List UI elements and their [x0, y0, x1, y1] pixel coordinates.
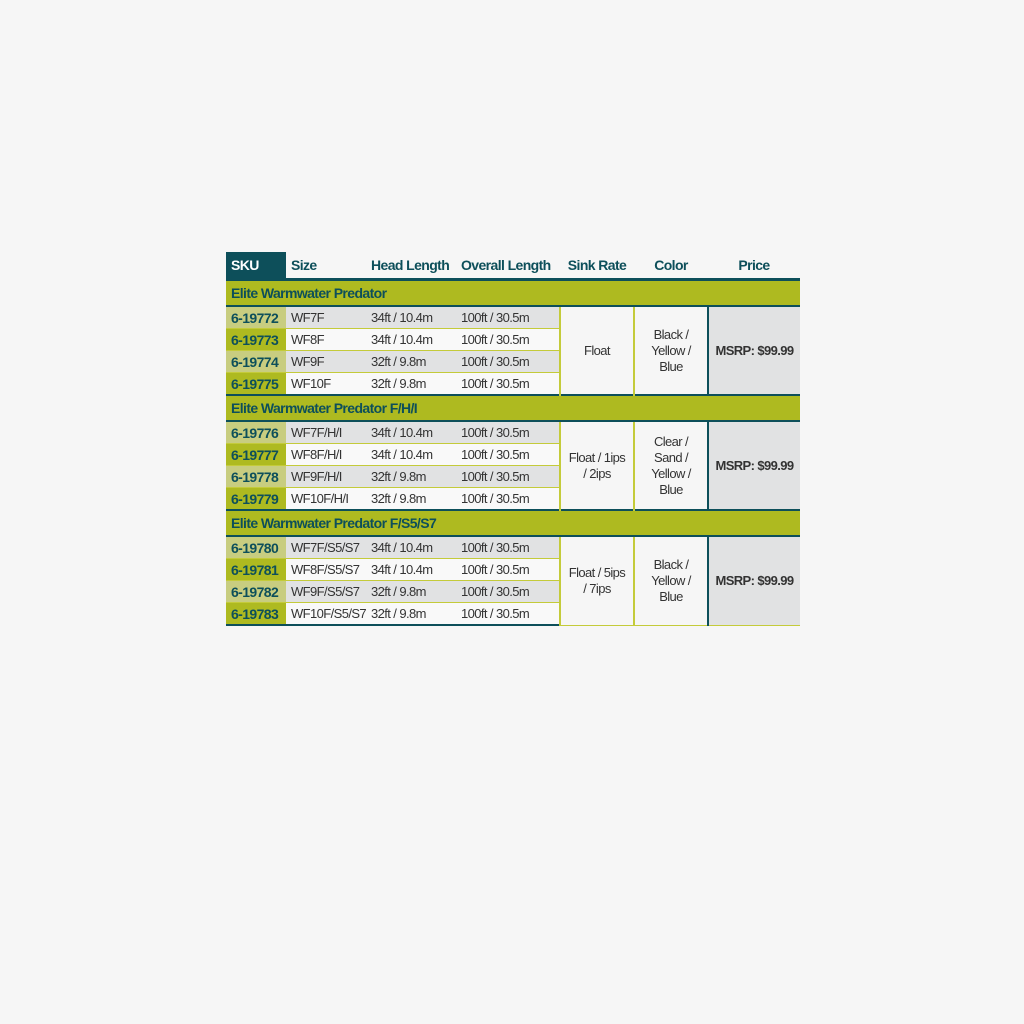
overall-length-cell: 100ft / 30.5m — [456, 487, 560, 511]
head-length-cell: 34ft / 10.4m — [366, 536, 456, 559]
table-row: 6-19778 WF9F/H/I 32ft / 9.8m 100ft / 30.5m — [226, 465, 800, 488]
overall-length-cell: 100ft / 30.5m — [456, 465, 560, 488]
overall-length-cell: 100ft / 30.5m — [456, 558, 560, 581]
header-sku: SKU — [226, 252, 286, 281]
group-title: Elite Warmwater Predator — [226, 278, 800, 307]
head-length-cell: 32ft / 9.8m — [366, 602, 456, 626]
table-row: 6-19780 WF7F/S5/S7 34ft / 10.4m 100ft / 30.… — [226, 536, 800, 626]
size-cell: WF9F/S5/S7 — [286, 580, 366, 603]
header-sink-rate: Sink Rate — [560, 252, 634, 281]
size-cell: WF10F/H/I — [286, 487, 366, 511]
table-row: 6-19773 WF8F 34ft / 10.4m 100ft / 30.5m — [226, 328, 800, 351]
table-row: 6-19776 WF7F/H/I 34ft / 10.4m 100ft / 30.5m… — [226, 421, 800, 511]
overall-length-cell: 100ft / 30.5m — [456, 328, 560, 351]
sink-rate-cell: Float / 5ips / 7ips — [559, 536, 634, 626]
sku-cell: 6-19772 — [226, 306, 286, 329]
table-row: 6-19781 WF8F/S5/S7 34ft / 10.4m 100ft / 30.… — [226, 558, 800, 581]
header-size: Size — [286, 252, 366, 281]
sku-cell: 6-19782 — [226, 580, 286, 603]
table-row: 6-19783 WF10F/S5/S7 32ft / 9.8m 100ft / 30.… — [226, 602, 800, 626]
sku-cell: 6-19775 — [226, 372, 286, 396]
size-cell: WF9F — [286, 350, 366, 373]
color-cell: Black / Yellow / Blue — [633, 306, 708, 396]
overall-length-cell: 100ft / 30.5m — [456, 306, 560, 329]
overall-length-cell: 100ft / 30.5m — [456, 372, 560, 396]
head-length-cell: 32ft / 9.8m — [366, 580, 456, 603]
sku-cell: 6-19777 — [226, 443, 286, 466]
head-length-cell: 32ft / 9.8m — [366, 372, 456, 396]
header-head-length: Head Length — [366, 252, 456, 281]
group-header: Elite Warmwater Predator F/H/I — [226, 394, 800, 422]
sku-cell: 6-19781 — [226, 558, 286, 581]
sku-cell: 6-19780 — [226, 536, 286, 559]
head-length-cell: 32ft / 9.8m — [366, 350, 456, 373]
size-cell: WF7F — [286, 306, 366, 329]
size-cell: WF7F/H/I — [286, 421, 366, 444]
head-length-cell: 32ft / 9.8m — [366, 487, 456, 511]
size-cell: WF10F/S5/S7 — [286, 602, 366, 626]
size-cell: WF8F/S5/S7 — [286, 558, 366, 581]
sink-rate-cell: Float / 1ips / 2ips — [559, 421, 634, 511]
overall-length-cell: 100ft / 30.5m — [456, 350, 560, 373]
sku-cell: 6-19776 — [226, 421, 286, 444]
price-cell: MSRP: $99.99 — [707, 421, 800, 511]
overall-length-cell: 100ft / 30.5m — [456, 421, 560, 444]
overall-length-cell: 100ft / 30.5m — [456, 536, 560, 559]
group-header: Elite Warmwater Predator — [226, 278, 800, 307]
price-cell: MSRP: $99.99 — [707, 306, 800, 396]
head-length-cell: 34ft / 10.4m — [366, 421, 456, 444]
table-row: 6-19775 WF10F 32ft / 9.8m 100ft / 30.5m — [226, 372, 800, 396]
spec-table: SKU Size Head Length Overall Length Sink… — [226, 252, 800, 626]
table-row: 6-19782 WF9F/S5/S7 32ft / 9.8m 100ft / 30.5… — [226, 580, 800, 603]
price-cell: MSRP: $99.99 — [707, 536, 800, 626]
group-header: Elite Warmwater Predator F/S5/S7 — [226, 509, 800, 537]
sku-cell: 6-19773 — [226, 328, 286, 351]
head-length-cell: 32ft / 9.8m — [366, 465, 456, 488]
sku-cell: 6-19783 — [226, 602, 286, 626]
table-row: 6-19772 WF7F 34ft / 10.4m 100ft / 30.5m Floa… — [226, 306, 800, 396]
overall-length-cell: 100ft / 30.5m — [456, 443, 560, 466]
size-cell: WF9F/H/I — [286, 465, 366, 488]
header-row: SKU Size Head Length Overall Length Sink… — [226, 252, 800, 281]
overall-length-cell: 100ft / 30.5m — [456, 580, 560, 603]
color-cell: Black / Yellow / Blue — [633, 536, 708, 626]
table-row: 6-19774 WF9F 32ft / 9.8m 100ft / 30.5m — [226, 350, 800, 373]
head-length-cell: 34ft / 10.4m — [366, 558, 456, 581]
head-length-cell: 34ft / 10.4m — [366, 443, 456, 466]
size-cell: WF7F/S5/S7 — [286, 536, 366, 559]
color-cell: Clear / Sand / Yellow / Blue — [633, 421, 708, 511]
table-row: 6-19777 WF8F/H/I 34ft / 10.4m 100ft / 30.5m — [226, 443, 800, 466]
group-title: Elite Warmwater Predator F/S5/S7 — [226, 509, 800, 537]
size-cell: WF8F — [286, 328, 366, 351]
head-length-cell: 34ft / 10.4m — [366, 328, 456, 351]
header-price: Price — [708, 252, 800, 281]
group-title: Elite Warmwater Predator F/H/I — [226, 394, 800, 422]
overall-length-cell: 100ft / 30.5m — [456, 602, 560, 626]
sku-cell: 6-19779 — [226, 487, 286, 511]
size-cell: WF8F/H/I — [286, 443, 366, 466]
sku-cell: 6-19778 — [226, 465, 286, 488]
head-length-cell: 34ft / 10.4m — [366, 306, 456, 329]
size-cell: WF10F — [286, 372, 366, 396]
sku-cell: 6-19774 — [226, 350, 286, 373]
sink-rate-cell: Float — [559, 306, 634, 396]
header-overall-length: Overall Length — [456, 252, 560, 281]
header-color: Color — [634, 252, 708, 281]
